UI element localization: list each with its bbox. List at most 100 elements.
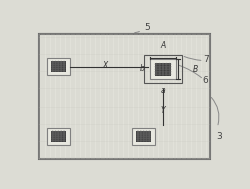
Circle shape <box>55 133 56 135</box>
Circle shape <box>58 140 59 141</box>
Circle shape <box>60 138 62 139</box>
Bar <box>47 58 70 75</box>
Circle shape <box>52 140 54 141</box>
Circle shape <box>52 68 54 69</box>
Circle shape <box>60 61 62 63</box>
Circle shape <box>55 140 56 141</box>
Circle shape <box>146 136 147 137</box>
Circle shape <box>148 138 150 139</box>
Circle shape <box>148 136 150 137</box>
Circle shape <box>143 138 144 139</box>
Circle shape <box>60 140 62 141</box>
Circle shape <box>156 64 157 65</box>
Circle shape <box>52 131 54 132</box>
Circle shape <box>55 68 56 69</box>
Circle shape <box>60 136 62 137</box>
Circle shape <box>55 66 56 67</box>
Circle shape <box>55 136 56 137</box>
Bar <box>136 131 151 142</box>
Text: B: B <box>192 65 198 74</box>
Circle shape <box>140 131 141 132</box>
Circle shape <box>166 71 167 72</box>
Circle shape <box>148 133 150 135</box>
Circle shape <box>156 71 157 72</box>
Circle shape <box>143 140 144 141</box>
Circle shape <box>162 66 164 67</box>
Circle shape <box>143 131 144 132</box>
Circle shape <box>55 64 56 65</box>
Circle shape <box>140 136 141 137</box>
Text: A: A <box>160 41 166 50</box>
Circle shape <box>169 64 170 65</box>
Circle shape <box>60 70 62 71</box>
Circle shape <box>55 70 56 71</box>
Circle shape <box>58 68 59 69</box>
Circle shape <box>58 138 59 139</box>
Circle shape <box>143 133 144 135</box>
Bar <box>132 128 155 145</box>
Circle shape <box>60 131 62 132</box>
Circle shape <box>52 66 54 67</box>
Circle shape <box>169 69 170 70</box>
Bar <box>155 63 171 76</box>
Circle shape <box>159 66 160 67</box>
Text: 7: 7 <box>203 55 208 64</box>
Circle shape <box>63 70 65 71</box>
Circle shape <box>159 74 160 75</box>
Circle shape <box>63 61 65 63</box>
Circle shape <box>63 140 65 141</box>
Circle shape <box>60 66 62 67</box>
Text: 6: 6 <box>203 76 208 85</box>
Circle shape <box>58 70 59 71</box>
Circle shape <box>58 64 59 65</box>
Circle shape <box>55 131 56 132</box>
Circle shape <box>140 138 141 139</box>
Bar <box>51 131 66 142</box>
Circle shape <box>162 71 164 72</box>
Circle shape <box>143 136 144 137</box>
Circle shape <box>63 136 65 137</box>
Circle shape <box>169 74 170 75</box>
Circle shape <box>162 64 164 65</box>
Circle shape <box>55 61 56 63</box>
Circle shape <box>52 61 54 63</box>
Circle shape <box>146 138 147 139</box>
Circle shape <box>60 68 62 69</box>
Circle shape <box>58 66 59 67</box>
Circle shape <box>140 133 141 135</box>
Circle shape <box>159 64 160 65</box>
Circle shape <box>52 138 54 139</box>
Circle shape <box>63 64 65 65</box>
Circle shape <box>52 133 54 135</box>
Circle shape <box>137 136 139 137</box>
Circle shape <box>166 69 167 70</box>
Circle shape <box>52 64 54 65</box>
Circle shape <box>146 131 147 132</box>
Circle shape <box>63 133 65 135</box>
Bar <box>39 34 209 160</box>
Text: b: b <box>140 64 145 73</box>
Circle shape <box>148 131 150 132</box>
Bar <box>47 128 70 145</box>
Text: Y: Y <box>161 106 165 115</box>
Circle shape <box>166 74 167 75</box>
Circle shape <box>63 66 65 67</box>
Bar <box>144 55 182 83</box>
Circle shape <box>137 133 139 135</box>
Circle shape <box>137 131 139 132</box>
Circle shape <box>58 136 59 137</box>
Circle shape <box>63 68 65 69</box>
Bar <box>51 61 66 72</box>
Circle shape <box>169 66 170 67</box>
Text: a: a <box>161 86 165 95</box>
Circle shape <box>137 138 139 139</box>
Circle shape <box>169 71 170 72</box>
Circle shape <box>58 131 59 132</box>
Circle shape <box>55 138 56 139</box>
Circle shape <box>162 69 164 70</box>
Circle shape <box>140 140 141 141</box>
Text: 3: 3 <box>216 132 222 141</box>
Circle shape <box>58 61 59 63</box>
Circle shape <box>63 138 65 139</box>
Circle shape <box>60 64 62 65</box>
